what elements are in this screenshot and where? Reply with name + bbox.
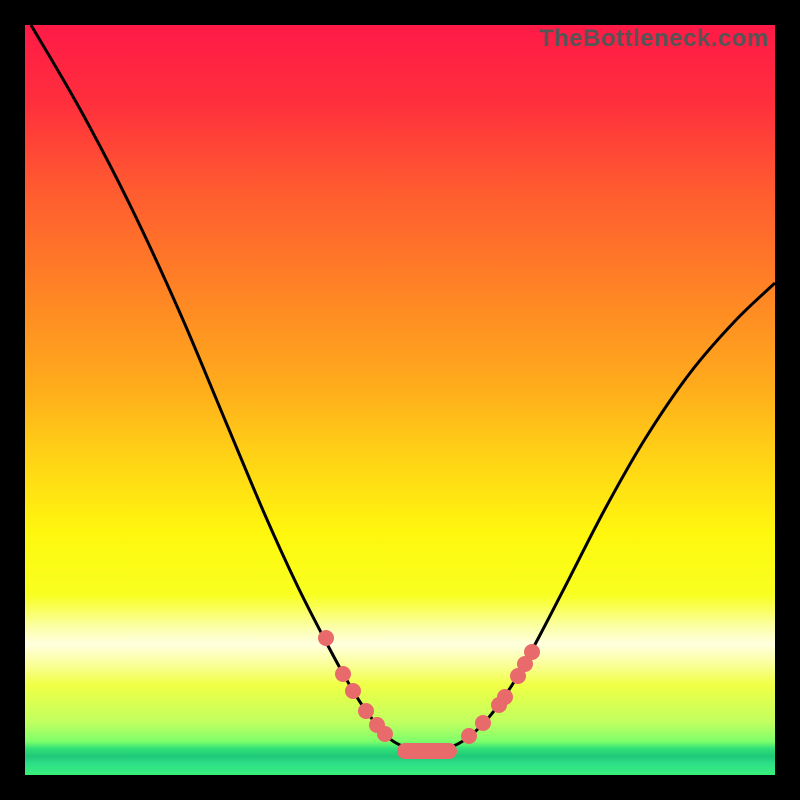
- curve-marker: [345, 683, 361, 699]
- curve-marker: [335, 666, 351, 682]
- curve-marker: [524, 644, 540, 660]
- curve-marker: [475, 715, 491, 731]
- chart-frame: TheBottleneck.com: [25, 25, 775, 775]
- curve-marker: [497, 689, 513, 705]
- curve-marker: [377, 726, 393, 742]
- bottleneck-curve-layer: [25, 25, 775, 775]
- curve-marker-bar: [397, 743, 457, 759]
- curve-marker: [461, 728, 477, 744]
- curve-markers: [318, 630, 540, 759]
- curve-marker: [358, 703, 374, 719]
- v-curve: [31, 25, 775, 751]
- curve-marker: [318, 630, 334, 646]
- watermark-text: TheBottleneck.com: [539, 25, 769, 53]
